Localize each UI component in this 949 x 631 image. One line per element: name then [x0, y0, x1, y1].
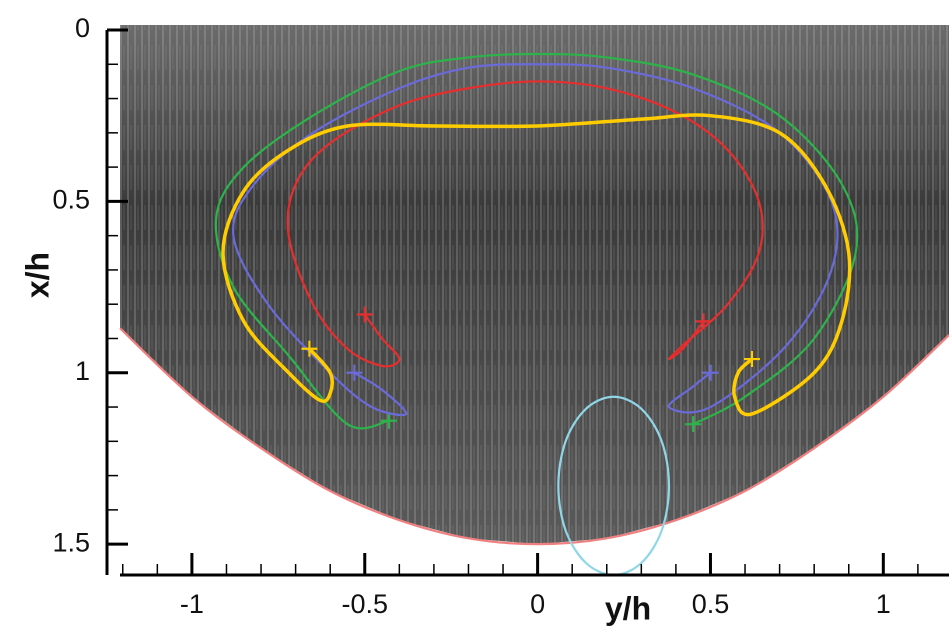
- plus-marker: [695, 313, 712, 330]
- curve: [221, 113, 852, 417]
- x-tick-label: -0.5: [341, 589, 388, 619]
- curves: [119, 52, 949, 577]
- y-tick-label: 1: [75, 356, 90, 386]
- plus-marker: [301, 340, 318, 357]
- curve: [119, 327, 949, 546]
- y-tick-label: 0.5: [52, 185, 90, 215]
- curve: [231, 63, 839, 417]
- plus-marker: [702, 364, 719, 381]
- plus-marker: [356, 306, 373, 323]
- y-axis-label: x/h: [19, 252, 55, 298]
- curve: [557, 395, 671, 577]
- y-tick-label: 1.5: [52, 527, 90, 557]
- flow-image-streaks: [120, 25, 949, 545]
- x-tick-label: -1: [180, 589, 204, 619]
- flow-image: [120, 25, 949, 545]
- x-tick-label: 0.5: [692, 589, 730, 619]
- plus-marker: [346, 364, 363, 381]
- x-tick-label: 1: [876, 589, 891, 619]
- x-tick-label: 0: [530, 589, 545, 619]
- plus-marker: [743, 351, 760, 368]
- y-tick-label: 0: [75, 13, 90, 43]
- x-axis-label: y/h: [605, 590, 651, 626]
- plus-marker: [685, 416, 702, 433]
- plus-marker: [380, 412, 397, 429]
- axes: [105, 28, 949, 577]
- curve: [214, 52, 859, 430]
- curve: [286, 80, 764, 368]
